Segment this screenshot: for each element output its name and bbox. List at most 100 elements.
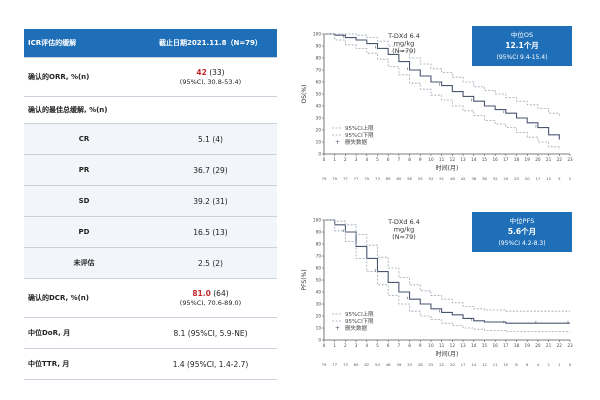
km-curve-ci-lower [324,219,570,332]
legend-swatch-censor: + [335,325,340,332]
row-label: CR [24,123,144,155]
y-tick-label: 0 [318,338,321,343]
median-box [472,26,572,66]
y-axis-label: PFS(%) [301,269,308,290]
x-tick-label: 9 [419,157,422,162]
median-value: 12.1个月 [505,40,539,50]
at-risk-count: 29 [503,176,508,181]
x-tick-label: 4 [365,157,368,162]
x-tick-label: 21 [546,157,552,162]
chart-title: mg/kg [394,226,415,234]
at-risk-count: 38 [471,176,476,181]
y-tick-label: 50 [316,278,322,283]
x-tick-label: 3 [355,157,358,162]
km-curve-estimate [324,33,560,140]
x-tick-label: 0 [323,343,326,348]
x-tick-label: 1 [333,157,336,162]
chart-title: mg/kg [394,40,415,48]
orr-count: (33) [206,68,225,77]
x-tick-label: 6 [387,343,390,348]
table-row-ttr: 中位TTR, 月 1.4 (95%CI, 1.4-2.7) [24,348,277,380]
table-row-dcr: 确认的DCR, %(n) 81.0 (64) (95%CI, 70.6-89.0… [24,278,277,318]
at-risk-count: 73 [375,176,380,181]
at-risk-count: 17 [535,176,540,181]
x-tick-label: 18 [514,343,520,348]
x-tick-label: 13 [460,343,466,348]
x-tick-label: 20 [535,157,541,162]
y-tick-label: 30 [316,116,322,121]
x-axis-label: 时间(月) [436,164,459,172]
at-risk-count: 2 [569,176,572,181]
at-risk-count: 28 [418,362,423,367]
row-value: 8.1 (95%CI, 5.9-NE) [144,317,277,349]
at-risk-count: 2 [547,362,550,367]
at-risk-count: 8 [515,362,518,367]
at-risk-count: 79 [332,176,337,181]
at-risk-count: 52 [429,176,434,181]
km-curve-ci-upper [324,219,570,312]
y-tick-label: 100 [313,32,321,37]
table-row-dor: 中位DoR, 月 8.1 (95%CI, 5.9-NE) [24,317,277,349]
x-tick-label: 2 [344,157,347,162]
x-tick-label: 12 [450,157,456,162]
x-tick-label: 18 [514,157,520,162]
median-ci: (95%CI 4.2-8.3) [498,240,545,247]
x-tick-label: 22 [557,157,563,162]
chart-title: T-DXd 6.4 [387,218,420,226]
x-tick-label: 10 [428,157,434,162]
y-tick-label: 50 [316,92,322,97]
at-risk-count: 42 [461,176,466,181]
at-risk-count: 73 [343,362,348,367]
x-tick-label: 2 [344,343,347,348]
x-tick-label: 23 [567,157,573,162]
row-value: 5.1 (4) [144,123,277,155]
y-tick-label: 60 [316,266,322,271]
row-value: 81.0 (64) (95%CI, 70.6-89.0) [144,278,277,318]
at-risk-count: 58 [407,176,412,181]
at-risk-count: 54 [375,362,380,367]
at-risk-count: 12 [482,362,487,367]
km-curve-estimate [324,219,570,324]
x-tick-label: 15 [482,343,488,348]
orr-value: 42 [196,68,207,77]
legend-label-censor: 删失数据 [345,138,368,146]
row-value: 39.2 (31) [144,185,277,217]
at-risk-count: 55 [418,176,423,181]
table-row-ne: 未评估 2.5 (2) [24,247,277,279]
y-tick-label: 10 [316,326,322,331]
legend-swatch-censor: + [335,139,340,146]
dcr-value: 81.0 [192,289,211,298]
row-label: SD [24,185,144,217]
x-tick-label: 14 [471,157,477,162]
x-tick-label: 9 [419,343,422,348]
at-risk-count: 69 [386,176,391,181]
legend-label-upper: 95%CI上限 [345,310,374,318]
table-row-sd: SD 39.2 (31) [24,185,277,217]
legend-label-censor: 删失数据 [345,324,368,332]
x-tick-label: 10 [428,343,434,348]
row-label: 中位TTR, 月 [24,348,144,380]
y-tick-label: 80 [316,56,322,61]
x-tick-label: 22 [557,343,563,348]
x-tick-label: 3 [355,343,358,348]
x-tick-label: 11 [439,343,445,348]
x-tick-label: 23 [567,343,573,348]
median-label: 中位PFS [510,216,535,225]
chart-title: (N=79) [392,233,416,241]
x-tick-label: 19 [525,157,531,162]
header-col-1: ICR评估的缓解 [24,29,144,58]
median-box [472,212,572,252]
at-risk-count: 51 [439,176,444,181]
at-risk-count: 4 [537,362,540,367]
at-risk-count: 79 [322,176,327,181]
at-risk-count: 14 [471,362,476,367]
header-col-2: 截止日期2021.11.8（N=79） [144,29,277,58]
y-tick-label: 40 [316,104,322,109]
x-tick-label: 16 [492,157,498,162]
at-risk-count: 20 [525,176,530,181]
row-label: 确认的ORR, %(n) [24,57,144,97]
at-risk-count: 77 [332,362,337,367]
row-label: 未评估 [24,247,144,279]
orr-ci: (95%CI, 30.8-53.4) [179,78,242,86]
y-tick-label: 0 [318,152,321,157]
